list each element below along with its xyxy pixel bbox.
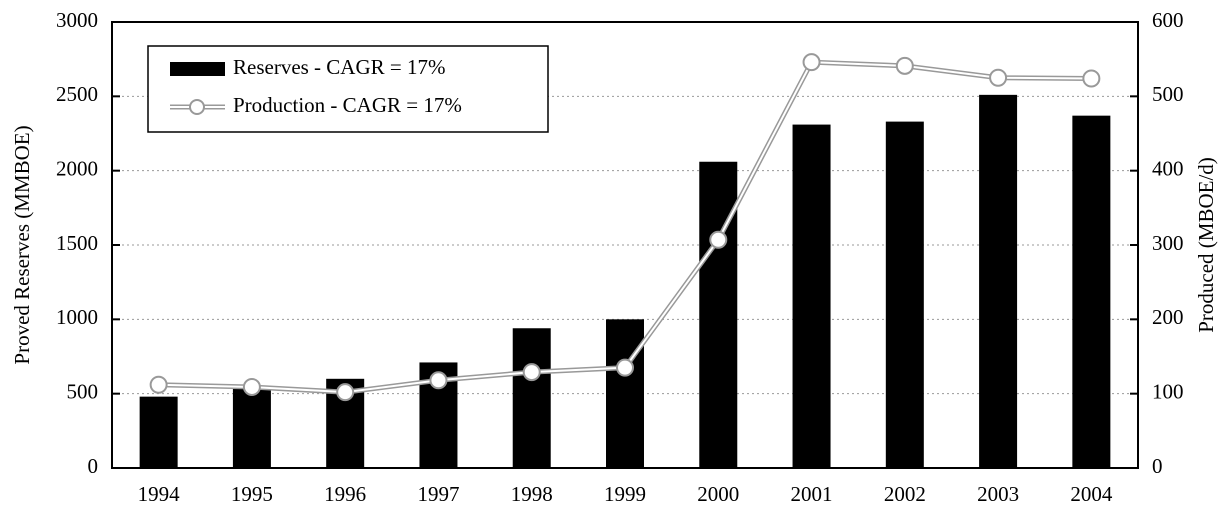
x-tick-label: 1999 xyxy=(604,482,646,506)
y2-tick-label: 400 xyxy=(1152,156,1184,180)
y2-tick-label: 600 xyxy=(1152,8,1184,32)
bar xyxy=(699,161,738,468)
y-tick-label: 2000 xyxy=(56,156,98,180)
y2-tick-label: 500 xyxy=(1152,82,1184,106)
legend-swatch xyxy=(170,62,225,76)
bar xyxy=(979,94,1018,468)
bar xyxy=(139,396,178,468)
y-tick-label: 1500 xyxy=(56,231,98,255)
marker xyxy=(989,68,1008,87)
legend-label: Reserves - CAGR = 17% xyxy=(233,55,445,79)
x-tick-label: 2000 xyxy=(697,482,739,506)
bar xyxy=(232,387,271,468)
x-tick-label: 2001 xyxy=(791,482,833,506)
bar xyxy=(512,328,551,468)
y2-tick-label: 200 xyxy=(1152,305,1184,329)
marker xyxy=(149,375,168,394)
y-tick-label: 0 xyxy=(88,454,99,478)
y-tick-label: 1000 xyxy=(56,305,98,329)
marker xyxy=(895,56,914,75)
y-tick-label: 2500 xyxy=(56,82,98,106)
y2-axis-label: Produced (MBOE/d) xyxy=(1194,157,1218,333)
y2-tick-label: 0 xyxy=(1152,454,1163,478)
marker xyxy=(522,363,541,382)
marker xyxy=(429,371,448,390)
marker xyxy=(1082,69,1101,88)
x-tick-label: 1996 xyxy=(324,482,366,506)
x-tick-label: 2002 xyxy=(884,482,926,506)
plot-frame xyxy=(111,21,1139,469)
x-tick-label: 1995 xyxy=(231,482,273,506)
x-tick-label: 1994 xyxy=(138,482,181,506)
x-tick-label: 1998 xyxy=(511,482,553,506)
marker xyxy=(709,230,728,249)
y2-tick-label: 100 xyxy=(1152,379,1184,403)
marker xyxy=(802,53,821,72)
x-tick-label: 1997 xyxy=(417,482,459,506)
x-tick-label: 2003 xyxy=(977,482,1019,506)
bar xyxy=(1072,115,1111,468)
y-tick-label: 500 xyxy=(67,379,99,403)
legend-label: Production - CAGR = 17% xyxy=(233,93,462,117)
x-tick-label: 2004 xyxy=(1070,482,1113,506)
legend-box xyxy=(147,45,549,133)
y-axis-label: Proved Reserves (MMBOE) xyxy=(10,125,34,364)
bar xyxy=(606,319,644,468)
y-tick-label: 3000 xyxy=(56,8,98,32)
bar xyxy=(885,121,924,469)
marker xyxy=(616,358,634,377)
bar xyxy=(792,124,831,468)
y2-tick-label: 300 xyxy=(1152,231,1184,255)
marker xyxy=(336,383,355,402)
legend-marker xyxy=(189,99,205,115)
marker xyxy=(242,377,261,396)
